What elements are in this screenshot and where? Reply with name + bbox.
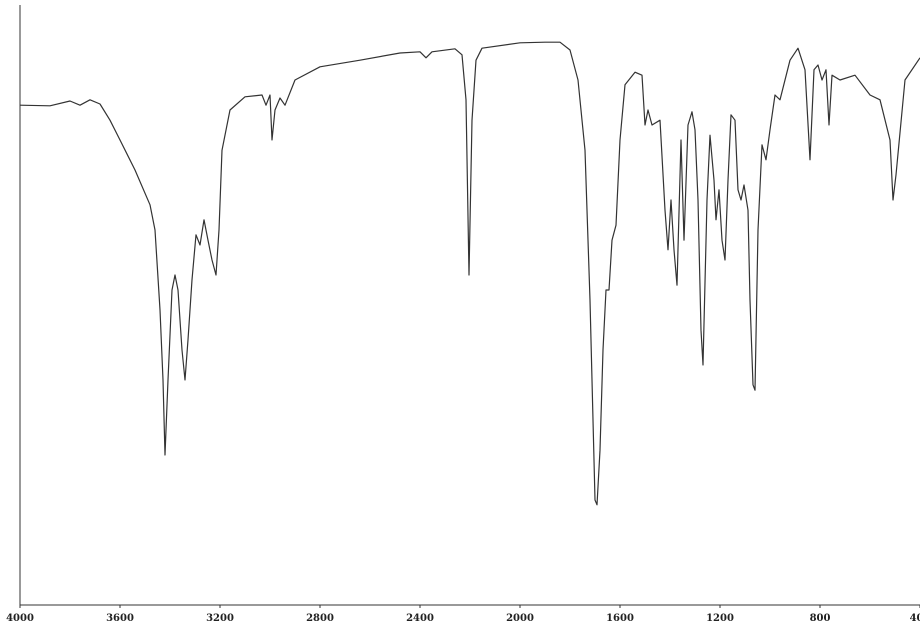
x-tick-label: 1200 (706, 613, 734, 624)
x-tick-label: 2800 (306, 613, 334, 624)
x-tick-label: 2400 (406, 613, 434, 624)
x-tick-label: 400 (910, 613, 920, 624)
x-tick-label: 1600 (606, 613, 634, 624)
x-tick-label: 2000 (506, 613, 534, 624)
x-tick-label: 4000 (6, 613, 34, 624)
x-tick-label: 3600 (106, 613, 134, 624)
spectrum-line (19, 41, 920, 506)
x-tick-label: 3200 (206, 613, 234, 624)
x-tick-label: 800 (810, 613, 831, 624)
